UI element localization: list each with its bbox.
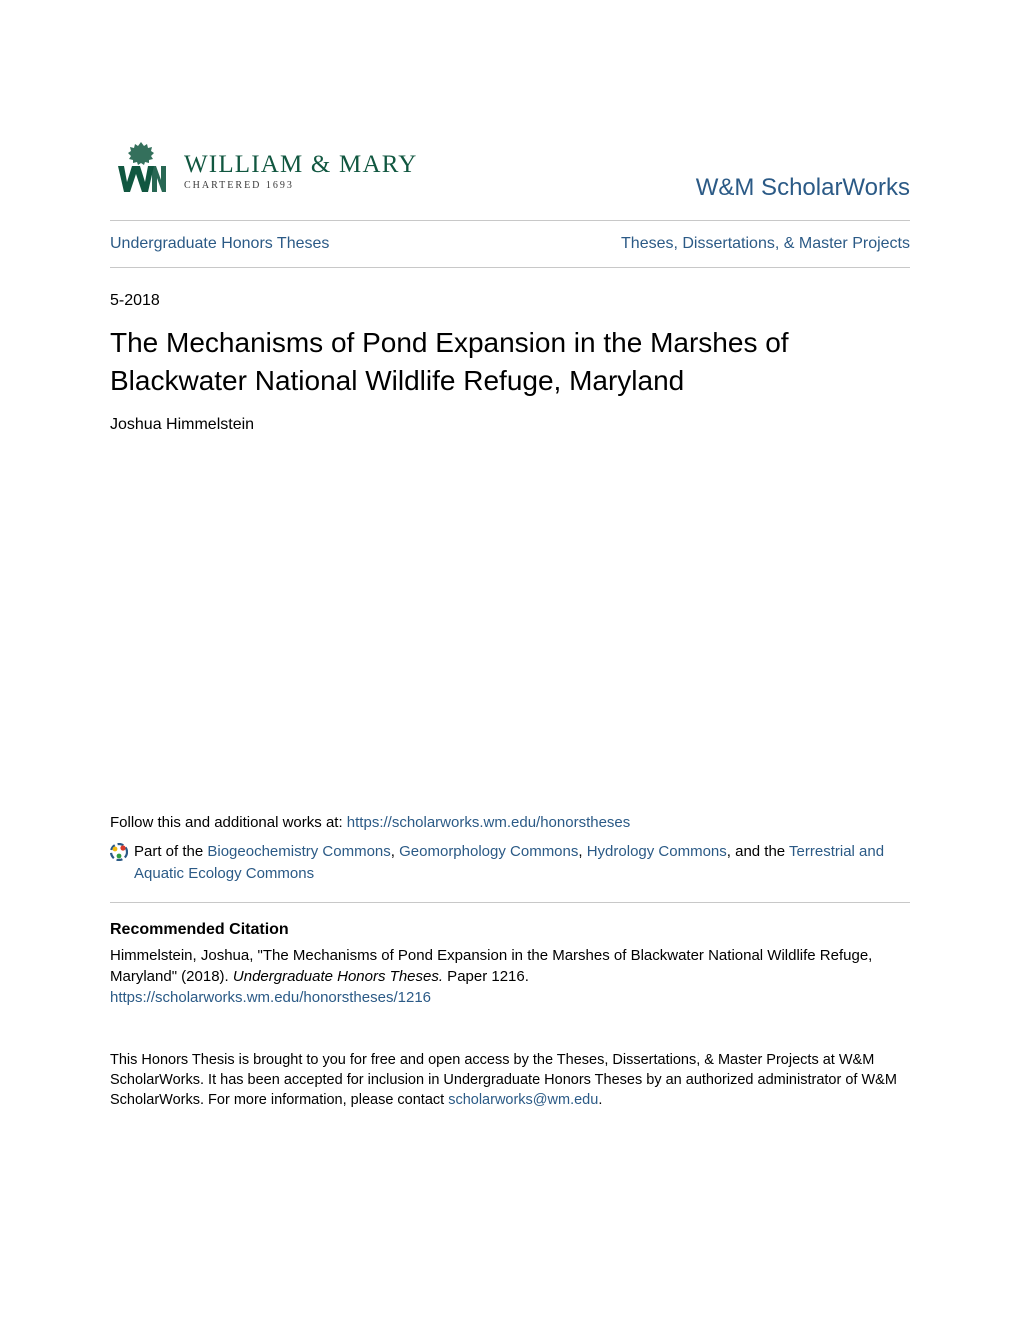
institution-name: WILLIAM & MARY <box>184 151 417 179</box>
divider <box>110 902 910 903</box>
contact-email-link[interactable]: scholarworks@wm.edu <box>448 1092 598 1108</box>
parent-collection-link[interactable]: Theses, Dissertations, & Master Projects <box>621 235 910 253</box>
citation-series-title: Undergraduate Honors Theses. <box>233 968 443 985</box>
follow-works-line: Follow this and additional works at: htt… <box>110 814 910 831</box>
partof-prefix: Part of the <box>134 843 207 860</box>
collection-url-link[interactable]: https://scholarworks.wm.edu/honorstheses <box>347 814 630 831</box>
citation-heading: Recommended Citation <box>110 921 910 939</box>
partof-sep2: , <box>578 843 586 860</box>
citation-body: Himmelstein, Joshua, "The Mechanisms of … <box>110 945 910 1008</box>
commons-network-icon <box>110 843 128 861</box>
document-title: The Mechanisms of Pond Expansion in the … <box>110 324 910 400</box>
wm-cipher-icon <box>110 140 172 202</box>
access-statement-period: . <box>598 1092 602 1108</box>
citation-url-link[interactable]: https://scholarworks.wm.edu/honorstheses… <box>110 989 431 1006</box>
header: WILLIAM & MARY CHARTERED 1693 W&M Schola… <box>110 140 910 220</box>
publication-date: 5-2018 <box>110 292 910 310</box>
institution-logo-block: WILLIAM & MARY CHARTERED 1693 <box>110 140 417 202</box>
part-of-text: Part of the Biogeochemistry Commons, Geo… <box>134 841 910 886</box>
biogeochemistry-commons-link[interactable]: Biogeochemistry Commons <box>207 843 390 860</box>
collection-link[interactable]: Undergraduate Honors Theses <box>110 235 329 253</box>
access-statement: This Honors Thesis is brought to you for… <box>110 1050 910 1111</box>
citation-paper-number: Paper 1216. <box>443 968 529 985</box>
institution-logo-text: WILLIAM & MARY CHARTERED 1693 <box>184 151 417 191</box>
chartered-text: CHARTERED 1693 <box>184 180 417 191</box>
follow-prefix: Follow this and additional works at: <box>110 814 347 831</box>
part-of-line: Part of the Biogeochemistry Commons, Geo… <box>110 841 910 886</box>
partof-sep3: , and the <box>727 843 789 860</box>
geomorphology-commons-link[interactable]: Geomorphology Commons <box>399 843 578 860</box>
repository-link[interactable]: W&M ScholarWorks <box>696 174 910 202</box>
breadcrumb-bar: Undergraduate Honors Theses Theses, Diss… <box>110 220 910 268</box>
partof-sep1: , <box>391 843 399 860</box>
author-name: Joshua Himmelstein <box>110 416 910 434</box>
hydrology-commons-link[interactable]: Hydrology Commons <box>587 843 727 860</box>
